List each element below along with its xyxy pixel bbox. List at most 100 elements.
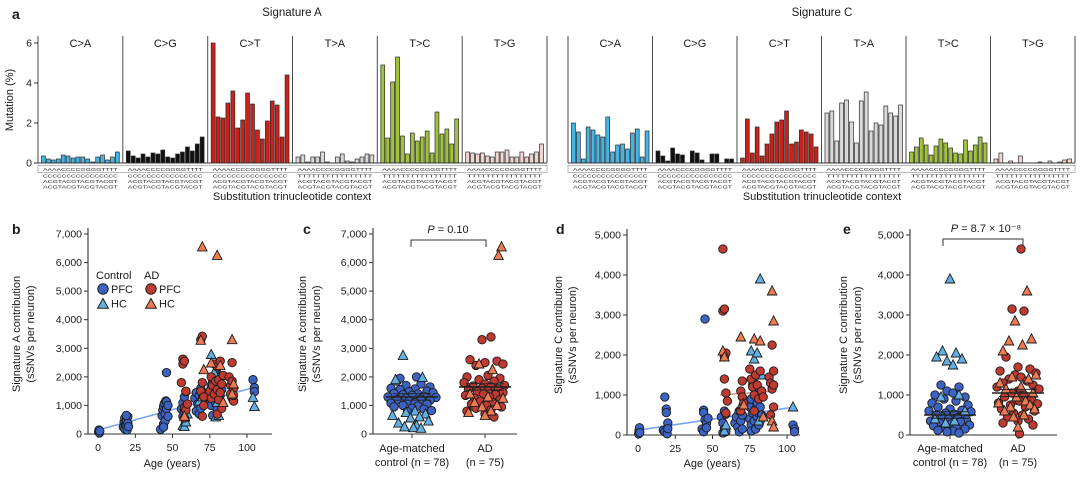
data-point-control-hc [404, 411, 417, 423]
data-point-control-pfc [163, 411, 173, 421]
context-labels: ACGTACGTACGTACGT [298, 179, 373, 184]
mutation-bar [255, 129, 260, 164]
mutation-bar [789, 143, 794, 164]
data-point-control-pfc [933, 425, 943, 435]
mutation-bar [634, 128, 640, 164]
y-tick-label: 0 [26, 158, 32, 170]
data-point-control-hc [956, 352, 968, 364]
panel-d-ylabel-line2: (sSNVs per neuron) [567, 286, 579, 383]
data-point-ad-pfc [181, 386, 191, 396]
panel-b-xlabel: Age (years) [144, 458, 201, 470]
mutation-bar [284, 74, 290, 164]
context-labels: TTTTTTTTTTTTTTTT [827, 174, 902, 179]
mutation-bar [745, 118, 750, 164]
mutation-bar [779, 119, 784, 164]
mutation-bar [754, 126, 760, 164]
data-point-ad-hc [994, 376, 1006, 388]
significance-bracket-c [410, 239, 487, 247]
data-point-control-hc [398, 420, 411, 432]
data-point-control-hc [935, 390, 947, 402]
data-point-ad-hc [997, 344, 1009, 356]
data-point-control-hc [415, 422, 427, 433]
data-point-control-hc [944, 272, 956, 284]
panel-b-ylabel-line2: (sSNVs per neuron) [25, 285, 37, 382]
context-strip [567, 165, 1076, 173]
data-point-control-hc [751, 346, 763, 358]
data-point-ad-hc [485, 404, 497, 416]
y-tick-label: 5,000 [595, 230, 621, 242]
data-point-control-hc [953, 388, 965, 400]
y-tick-label: 2,000 [56, 371, 82, 383]
mutation-bar [580, 158, 586, 164]
context-labels: ACGTACGTACGTACGT [128, 185, 203, 190]
mutation-bar [709, 153, 715, 164]
y-tick-label: 7,000 [341, 229, 367, 241]
data-point-control-pfc [163, 400, 173, 411]
y-tick-label: 5,000 [341, 286, 367, 298]
context-labels: ACGTACGTACGTACGT [467, 185, 542, 190]
signature-c-bar-chart: C>AAAAACCCCGGGGTTTTCCCCCCCCCCCCCCCCACGTA… [567, 36, 1076, 190]
mutation-bar [60, 154, 66, 164]
mutation-bar [610, 151, 615, 164]
mutation-bar [250, 103, 255, 164]
data-point-control-pfc [635, 427, 645, 438]
data-point-ad-hc [198, 363, 210, 375]
mutation-bar [759, 155, 765, 164]
mutation-bar [993, 158, 999, 164]
mutation-bar [625, 148, 630, 164]
mutation-bar [385, 137, 391, 164]
data-point-ad-hc [1004, 400, 1017, 412]
legend-control-pfc-label: PFC [111, 284, 133, 296]
mutation-bar [539, 143, 544, 164]
data-point-control-hc [407, 421, 420, 433]
y-tick-label: 4,000 [56, 314, 82, 326]
mutation-bar [380, 64, 386, 164]
mutation-bar [199, 136, 205, 164]
mutation-bar [274, 104, 280, 164]
mutation-bar [928, 154, 934, 164]
mutation-bar [630, 132, 635, 164]
mutation-bar [938, 138, 944, 164]
data-point-control-hc [787, 400, 799, 412]
signature-c-title: Signature C [792, 7, 853, 19]
p-value-text: = 8.7 × 10⁻⁸ [958, 223, 1021, 235]
substitution-label: C>T [769, 38, 790, 50]
data-point-control-pfc [663, 423, 673, 434]
mutation-bar [210, 42, 216, 164]
mutation-bar [165, 156, 170, 164]
mutation-bar [155, 153, 161, 164]
data-point-ad-hc [768, 314, 780, 326]
data-point-control-hc [930, 350, 943, 362]
mutation-bar [95, 156, 100, 164]
context-labels: CCCCCCCCCCCCCCCC [742, 174, 817, 179]
context-labels: AAAACCCCGGGGTTTT [128, 167, 203, 172]
data-point-ad-pfc [179, 356, 190, 366]
panel-b-scatter: 0 1,000 2,000 3,000 4,000 5,000 6,000 7,000 0 25 5… [56, 228, 272, 454]
context-labels: CCCCCCCCCCCCCCCC [128, 174, 204, 179]
mutation-bar [240, 119, 245, 164]
mutation-bar [689, 150, 695, 164]
context-labels: ACGTACGTACGTACGT [996, 179, 1071, 184]
panel-label-e: e [843, 221, 851, 237]
data-point-ad-hc [226, 333, 238, 345]
mutation-bar [953, 152, 958, 164]
data-point-control-hc [745, 344, 757, 356]
data-point-ad-hc [211, 249, 223, 260]
data-point-ad-hc [1007, 410, 1020, 422]
y-tick-label: 2 [26, 118, 32, 130]
context-labels: TTTTTTTTTTTTTTTT [467, 174, 542, 179]
data-point-ad-pfc [719, 304, 730, 314]
data-point-ad-pfc [199, 400, 209, 411]
mutation-bar [749, 152, 755, 164]
data-point-ad-hc [497, 392, 509, 403]
panel-c-cat2-line1: AD [477, 443, 492, 455]
mutation-bar [524, 156, 530, 164]
mutation-bar [410, 132, 415, 164]
panel-d-xlabel: Age (years) [684, 458, 741, 470]
context-labels: ACGTACGTACGTACGT [742, 179, 817, 184]
mutation-bar [670, 147, 675, 164]
mutation-bar [41, 155, 46, 164]
data-point-ad-hc [1006, 370, 1018, 382]
context-labels: ACGTACGTACGTACGT [658, 185, 733, 190]
data-point-ad-hc [1019, 394, 1032, 406]
